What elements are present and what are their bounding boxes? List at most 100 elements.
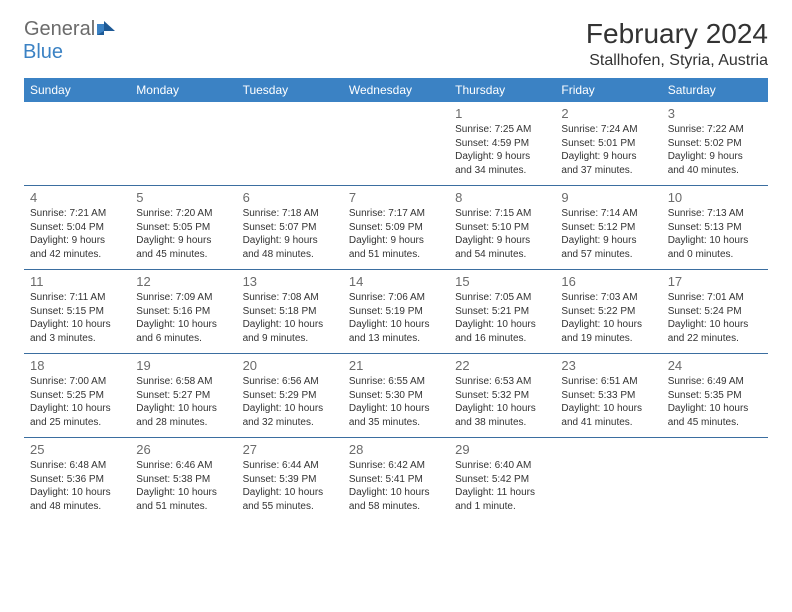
day-number: 17 bbox=[668, 274, 762, 289]
daylight-text: Daylight: 10 hours bbox=[668, 402, 762, 416]
daylight-text: Daylight: 9 hours bbox=[136, 234, 230, 248]
sunrise-text: Sunrise: 7:13 AM bbox=[668, 207, 762, 221]
day-info: Sunrise: 7:01 AMSunset: 5:24 PMDaylight:… bbox=[668, 291, 762, 345]
daylight-text: Daylight: 10 hours bbox=[136, 402, 230, 416]
sunrise-text: Sunrise: 6:49 AM bbox=[668, 375, 762, 389]
day-info: Sunrise: 7:11 AMSunset: 5:15 PMDaylight:… bbox=[30, 291, 124, 345]
weekday-header: Wednesday bbox=[343, 78, 449, 102]
daylight-text-cont: and 6 minutes. bbox=[136, 332, 230, 346]
sunrise-text: Sunrise: 6:48 AM bbox=[30, 459, 124, 473]
daylight-text: Daylight: 9 hours bbox=[349, 234, 443, 248]
day-number: 7 bbox=[349, 190, 443, 205]
day-cell: 10Sunrise: 7:13 AMSunset: 5:13 PMDayligh… bbox=[662, 186, 768, 270]
daylight-text-cont: and 48 minutes. bbox=[30, 500, 124, 514]
daylight-text-cont: and 34 minutes. bbox=[455, 164, 549, 178]
day-info: Sunrise: 6:55 AMSunset: 5:30 PMDaylight:… bbox=[349, 375, 443, 429]
day-info: Sunrise: 6:48 AMSunset: 5:36 PMDaylight:… bbox=[30, 459, 124, 513]
sunset-text: Sunset: 5:42 PM bbox=[455, 473, 549, 487]
day-info: Sunrise: 6:58 AMSunset: 5:27 PMDaylight:… bbox=[136, 375, 230, 429]
day-info: Sunrise: 6:49 AMSunset: 5:35 PMDaylight:… bbox=[668, 375, 762, 429]
logo-text: General Blue bbox=[24, 18, 119, 64]
daylight-text-cont: and 42 minutes. bbox=[30, 248, 124, 262]
day-cell: 16Sunrise: 7:03 AMSunset: 5:22 PMDayligh… bbox=[555, 270, 661, 354]
calendar-body: 1 Sunrise: 7:25 AMSunset: 4:59 PMDaylight… bbox=[24, 102, 768, 521]
sunrise-text: Sunrise: 7:08 AM bbox=[243, 291, 337, 305]
day-cell: 9Sunrise: 7:14 AMSunset: 5:12 PMDaylight… bbox=[555, 186, 661, 270]
daylight-text-cont: and 35 minutes. bbox=[349, 416, 443, 430]
day-info: Sunrise: 7:24 AMSunset: 5:01 PMDaylight:… bbox=[561, 123, 655, 177]
daylight-text-cont: and 41 minutes. bbox=[561, 416, 655, 430]
sunrise-text: Sunrise: 6:55 AM bbox=[349, 375, 443, 389]
daylight-text-cont: and 38 minutes. bbox=[455, 416, 549, 430]
day-cell bbox=[343, 102, 449, 186]
daylight-text: Daylight: 9 hours bbox=[243, 234, 337, 248]
daylight-text-cont: and 13 minutes. bbox=[349, 332, 443, 346]
day-info: Sunrise: 7:18 AMSunset: 5:07 PMDaylight:… bbox=[243, 207, 337, 261]
day-number: 19 bbox=[136, 358, 230, 373]
day-number: 18 bbox=[30, 358, 124, 373]
day-cell bbox=[555, 438, 661, 522]
daylight-text: Daylight: 10 hours bbox=[455, 402, 549, 416]
sunrise-text: Sunrise: 6:44 AM bbox=[243, 459, 337, 473]
day-number: 13 bbox=[243, 274, 337, 289]
daylight-text-cont: and 37 minutes. bbox=[561, 164, 655, 178]
day-number: 6 bbox=[243, 190, 337, 205]
sunset-text: Sunset: 5:15 PM bbox=[30, 305, 124, 319]
day-cell bbox=[130, 102, 236, 186]
weekday-header: Tuesday bbox=[237, 78, 343, 102]
daylight-text: Daylight: 10 hours bbox=[349, 318, 443, 332]
daylight-text: Daylight: 10 hours bbox=[455, 318, 549, 332]
day-cell: 6 Sunrise: 7:18 AMSunset: 5:07 PMDaylight… bbox=[237, 186, 343, 270]
day-info: Sunrise: 6:56 AMSunset: 5:29 PMDaylight:… bbox=[243, 375, 337, 429]
sunrise-text: Sunrise: 7:22 AM bbox=[668, 123, 762, 137]
day-number: 1 bbox=[455, 106, 549, 121]
day-number: 20 bbox=[243, 358, 337, 373]
day-info: Sunrise: 7:13 AMSunset: 5:13 PMDaylight:… bbox=[668, 207, 762, 261]
week-row: 11Sunrise: 7:11 AMSunset: 5:15 PMDayligh… bbox=[24, 270, 768, 354]
day-info: Sunrise: 6:53 AMSunset: 5:32 PMDaylight:… bbox=[455, 375, 549, 429]
day-cell: 7Sunrise: 7:17 AMSunset: 5:09 PMDaylight… bbox=[343, 186, 449, 270]
day-number: 29 bbox=[455, 442, 549, 457]
daylight-text-cont: and 9 minutes. bbox=[243, 332, 337, 346]
calendar-table: Sunday Monday Tuesday Wednesday Thursday… bbox=[24, 78, 768, 521]
day-info: Sunrise: 7:15 AMSunset: 5:10 PMDaylight:… bbox=[455, 207, 549, 261]
sunset-text: Sunset: 5:33 PM bbox=[561, 389, 655, 403]
sunset-text: Sunset: 5:27 PM bbox=[136, 389, 230, 403]
day-info: Sunrise: 7:20 AMSunset: 5:05 PMDaylight:… bbox=[136, 207, 230, 261]
weekday-header: Saturday bbox=[662, 78, 768, 102]
day-cell: 4 Sunrise: 7:21 AMSunset: 5:04 PMDaylight… bbox=[24, 186, 130, 270]
day-number: 21 bbox=[349, 358, 443, 373]
day-cell: 2Sunrise: 7:24 AMSunset: 5:01 PMDaylight… bbox=[555, 102, 661, 186]
daylight-text-cont: and 25 minutes. bbox=[30, 416, 124, 430]
day-info: Sunrise: 7:06 AMSunset: 5:19 PMDaylight:… bbox=[349, 291, 443, 345]
sunset-text: Sunset: 5:13 PM bbox=[668, 221, 762, 235]
daylight-text: Daylight: 10 hours bbox=[30, 402, 124, 416]
day-cell: 17 Sunrise: 7:01 AMSunset: 5:24 PMDayligh… bbox=[662, 270, 768, 354]
sunrise-text: Sunrise: 6:51 AM bbox=[561, 375, 655, 389]
sunset-text: Sunset: 5:19 PM bbox=[349, 305, 443, 319]
weekday-header: Thursday bbox=[449, 78, 555, 102]
daylight-text: Daylight: 9 hours bbox=[561, 234, 655, 248]
daylight-text: Daylight: 9 hours bbox=[455, 234, 549, 248]
day-cell: 19 Sunrise: 6:58 AMSunset: 5:27 PMDayligh… bbox=[130, 354, 236, 438]
sunset-text: Sunset: 5:41 PM bbox=[349, 473, 443, 487]
day-cell: 11Sunrise: 7:11 AMSunset: 5:15 PMDayligh… bbox=[24, 270, 130, 354]
sunrise-text: Sunrise: 7:11 AM bbox=[30, 291, 124, 305]
day-cell: 5Sunrise: 7:20 AMSunset: 5:05 PMDaylight… bbox=[130, 186, 236, 270]
day-info: Sunrise: 7:25 AMSunset: 4:59 PMDaylight:… bbox=[455, 123, 549, 177]
daylight-text-cont: and 51 minutes. bbox=[136, 500, 230, 514]
sunset-text: Sunset: 5:32 PM bbox=[455, 389, 549, 403]
day-info: Sunrise: 7:21 AMSunset: 5:04 PMDaylight:… bbox=[30, 207, 124, 261]
day-number: 4 bbox=[30, 190, 124, 205]
sunrise-text: Sunrise: 7:14 AM bbox=[561, 207, 655, 221]
daylight-text: Daylight: 10 hours bbox=[243, 486, 337, 500]
week-row: 18Sunrise: 7:00 AMSunset: 5:25 PMDayligh… bbox=[24, 354, 768, 438]
location: Stallhofen, Styria, Austria bbox=[586, 52, 768, 70]
daylight-text: Daylight: 9 hours bbox=[668, 150, 762, 164]
week-row: 4 Sunrise: 7:21 AMSunset: 5:04 PMDaylight… bbox=[24, 186, 768, 270]
day-cell: 28Sunrise: 6:42 AMSunset: 5:41 PMDayligh… bbox=[343, 438, 449, 522]
daylight-text-cont: and 28 minutes. bbox=[136, 416, 230, 430]
day-number: 8 bbox=[455, 190, 549, 205]
daylight-text-cont: and 3 minutes. bbox=[30, 332, 124, 346]
day-cell: 24Sunrise: 6:49 AMSunset: 5:35 PMDayligh… bbox=[662, 354, 768, 438]
